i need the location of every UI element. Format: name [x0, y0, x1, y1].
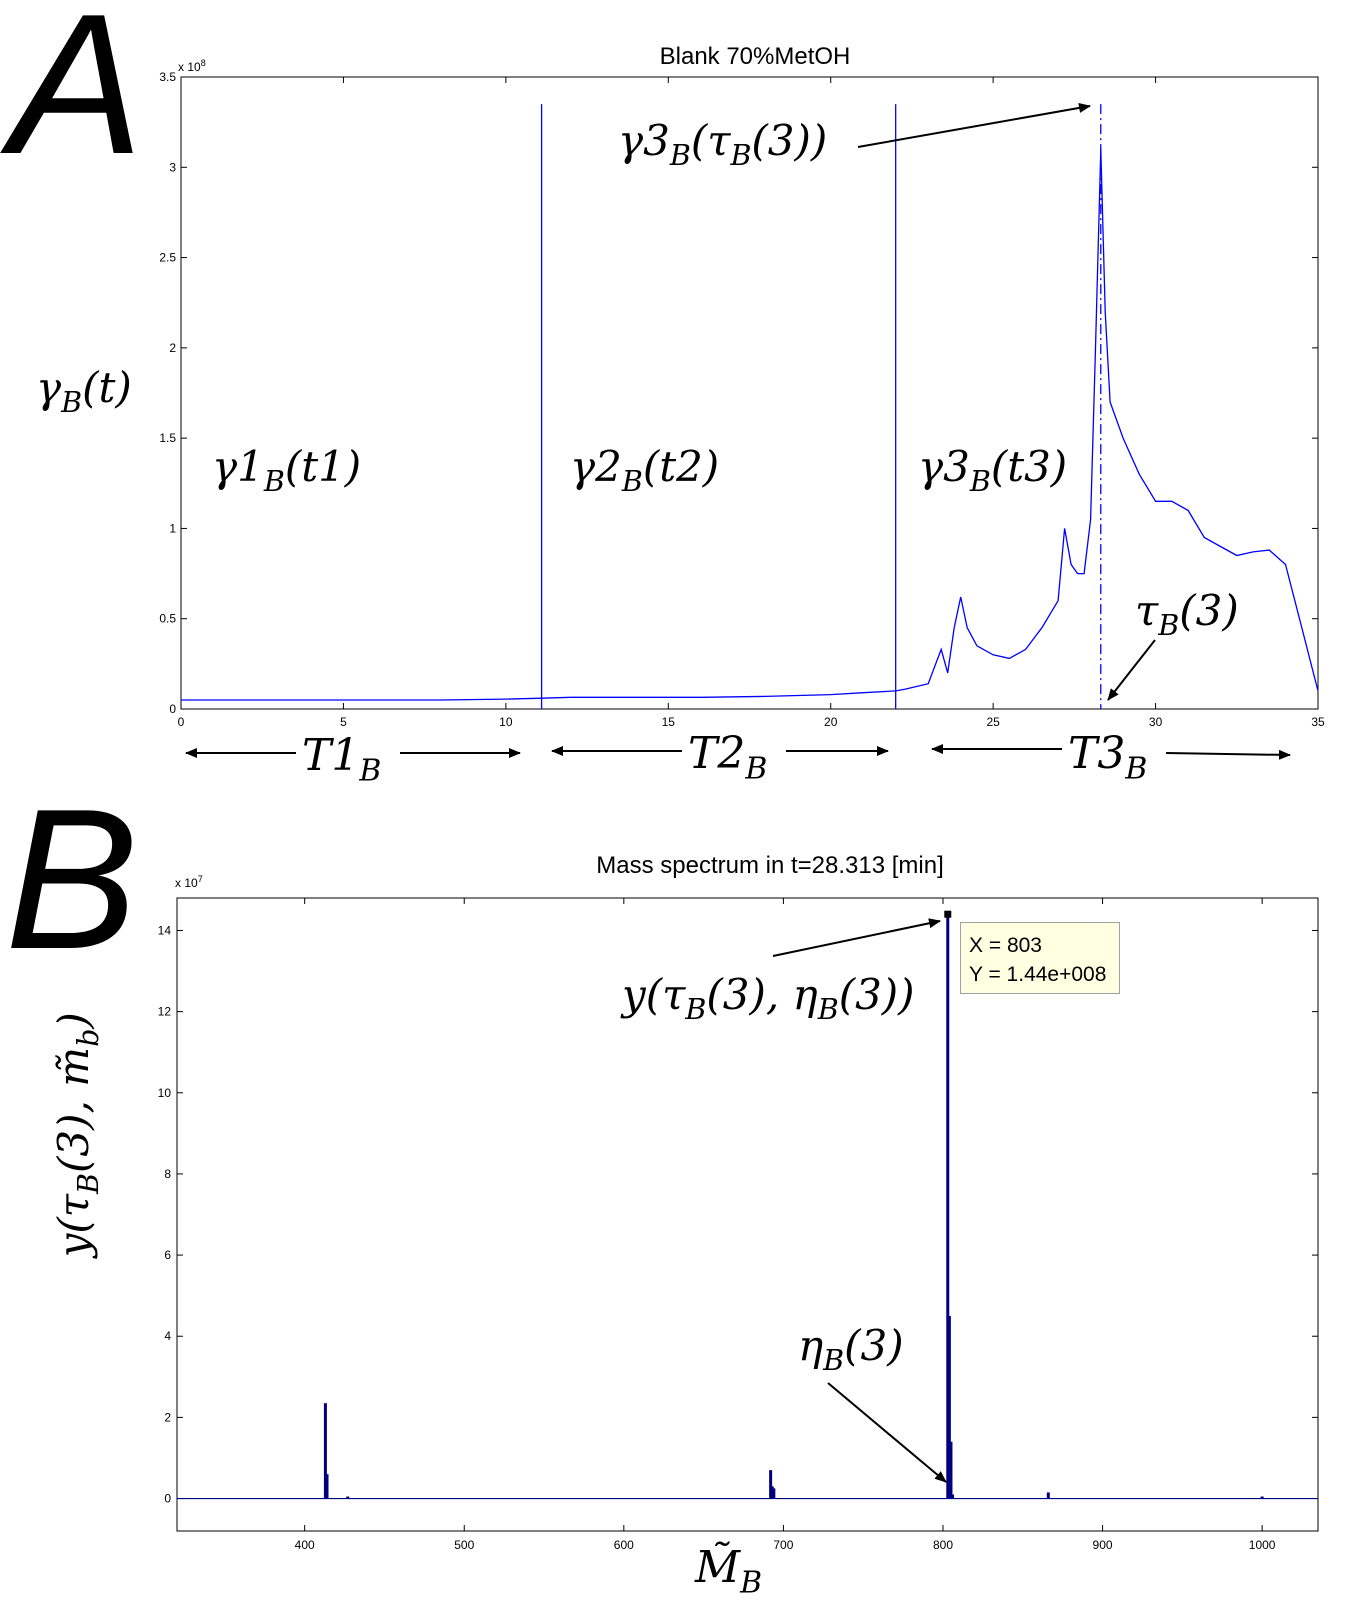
chart-b-bar [769, 1470, 773, 1499]
chart-a-ytick-label: 1.5 [159, 431, 176, 445]
chart-b-xtick-label: 500 [454, 1538, 474, 1552]
annotation-tau-a: τB(3) [1135, 586, 1239, 642]
chart-a-ytick-label: 0.5 [159, 612, 176, 626]
chart-a-xtick-label: 15 [662, 715, 676, 729]
chart-b-ytick-label: 4 [164, 1329, 171, 1343]
chart-a-vertical-lines [540, 104, 1102, 709]
chart-a-xtick-label: 30 [1149, 715, 1163, 729]
chart-b-bar [770, 1486, 774, 1499]
datatip-y-text: Y = 1.44e+008 [969, 963, 1107, 986]
chart-a-ytick-label: 0 [169, 702, 176, 716]
chart-b-bar [947, 1315, 951, 1499]
arrow-peak-a [857, 102, 1091, 148]
chart-b-xtick-label: 1000 [1249, 1538, 1276, 1552]
chart-a-ytick-label: 1 [169, 521, 176, 535]
chart-b-xtick-label: 600 [614, 1538, 634, 1552]
chart-b-bar [346, 1496, 350, 1499]
annotation-T1: T1B [302, 730, 382, 789]
chart-b-bar [325, 1474, 329, 1499]
chart-a-series-line [181, 149, 1319, 701]
arrow-tau-a [1107, 639, 1156, 701]
chart-b-bars [323, 914, 1264, 1499]
chart-b-ytick-label: 14 [158, 923, 172, 937]
chart-a-xtick-label: 0 [178, 715, 185, 729]
annotation-g3: γ3B(t3) [918, 442, 1068, 498]
annotation-T3: T3B [1068, 728, 1148, 787]
chart-b-ytick-label: 6 [164, 1248, 171, 1262]
chart-b-bar [951, 1494, 955, 1499]
arrow-eta-b [827, 1382, 947, 1483]
chart-a-title: Blank 70%MetOH [659, 43, 851, 70]
chart-b-bar [1046, 1492, 1050, 1499]
chart-a-xtick-label: 25 [986, 715, 1000, 729]
chart-b-frame [176, 897, 1319, 1532]
chart-a-ylabel: γ1γB(t) [36, 363, 132, 419]
chart-b-xtick-label: 900 [1093, 1538, 1113, 1552]
panel-letter-a: A [10, 0, 144, 196]
chart-a-ytick-label: 3 [169, 160, 176, 174]
chart-a-ticks: 0 5 10 15 20 25 30 35 0 0.5 1 1.5 2 2.5 3 3.5 [159, 70, 1325, 729]
chart-a-ytick-label: 3.5 [159, 70, 176, 84]
chart-a-xtick-label: 5 [340, 715, 347, 729]
chart-b-xtick-label: 800 [933, 1538, 953, 1552]
chart-b-bar [772, 1488, 776, 1499]
chart-b-title: Mass spectrum in t=28.313 [min] [596, 852, 944, 879]
annotation-eta-b: ηB(3) [798, 1321, 904, 1377]
chart-a-y-exponent: x 108 [178, 58, 206, 74]
annotation-g1: γ1B(t1) [212, 442, 362, 498]
chart-b-ylabel: y(τB(3), m̃b) [49, 1012, 106, 1258]
chart-b-datatip-marker [944, 910, 952, 918]
chart-b-bar [946, 914, 950, 1499]
panel-letter-b: B [5, 768, 139, 991]
chart-a-xtick-label: 35 [1311, 715, 1325, 729]
chart-b-datatip[interactable]: X = 803 Y = 1.44e+008 [960, 922, 1120, 994]
chart-a-ytick-label: 2 [169, 341, 176, 355]
annotation-peak-a: γ3B(τB(3)) [618, 116, 828, 172]
annotation-g2: γ2B(t2) [570, 442, 720, 498]
chart-b-ytick-label: 12 [158, 1005, 172, 1019]
arrow-T3-right [1165, 749, 1291, 760]
chart-b-ytick-label: 8 [164, 1167, 171, 1181]
chart-a-xtick-label: 20 [824, 715, 838, 729]
arrow-peak-b [772, 918, 941, 957]
chart-b-ytick-label: 0 [164, 1492, 171, 1506]
chart-a-frame [180, 76, 1319, 710]
datatip-x-text: X = 803 [969, 934, 1042, 957]
chart-b-xtick-label: 400 [295, 1538, 315, 1552]
chart-b-bar [1260, 1496, 1264, 1499]
chart-b-xlabel: M̃B [695, 1542, 763, 1601]
chart-a-ytick-label: 2.5 [159, 251, 176, 265]
chart-b-bar [949, 1441, 953, 1499]
annotation-peak-b: y(τB(3), ηB(3)) [622, 970, 915, 1026]
chart-b-bar [323, 1403, 327, 1499]
chart-b-y-exponent: x 107 [175, 874, 203, 890]
chart-b-ticks: 400 500 600 700 800 900 1000 0 2 4 6 8 10 12 14 [158, 898, 1318, 1552]
chart-b-xtick-label: 700 [773, 1538, 793, 1552]
chart-b-ytick-label: 10 [158, 1086, 172, 1100]
annotation-T2: T2B [688, 728, 768, 787]
chart-b-ytick-label: 2 [164, 1410, 171, 1424]
chart-a-xtick-label: 10 [499, 715, 513, 729]
